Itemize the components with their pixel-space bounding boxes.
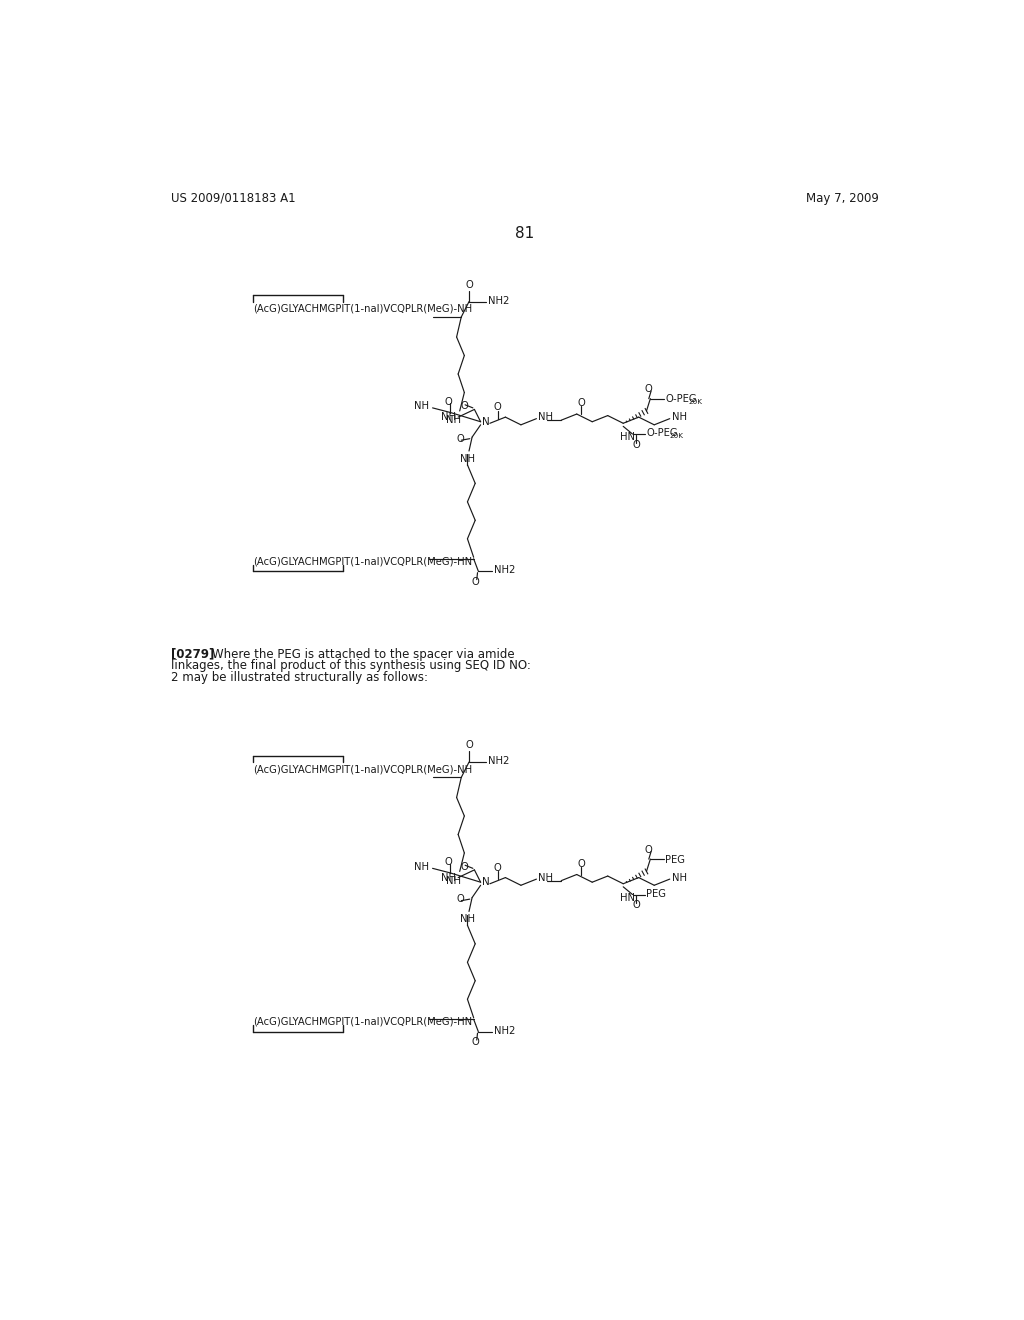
Text: (AcG)GLYACHMGPIT(1-nal)VCQPLR(MeG)-NH: (AcG)GLYACHMGPIT(1-nal)VCQPLR(MeG)-NH xyxy=(253,764,472,774)
Text: NH: NH xyxy=(441,412,456,422)
Text: 81: 81 xyxy=(515,226,535,242)
Text: O: O xyxy=(645,845,652,855)
Text: O: O xyxy=(494,403,502,412)
Text: O: O xyxy=(494,862,502,873)
Text: O: O xyxy=(645,384,652,395)
Text: O: O xyxy=(465,741,473,750)
Text: NH: NH xyxy=(445,416,461,425)
Text: Where the PEG is attached to the spacer via amide: Where the PEG is attached to the spacer … xyxy=(212,648,514,661)
Text: NH: NH xyxy=(441,873,456,883)
Text: N: N xyxy=(482,878,489,887)
Text: NH: NH xyxy=(460,454,475,463)
Text: NH2: NH2 xyxy=(487,756,509,767)
Text: NH: NH xyxy=(460,915,475,924)
Text: NH: NH xyxy=(414,401,429,412)
Text: NH: NH xyxy=(414,862,429,871)
Text: [0279]: [0279] xyxy=(171,648,214,661)
Text: NH: NH xyxy=(538,873,553,883)
Text: NH: NH xyxy=(445,875,461,886)
Text: O: O xyxy=(457,894,464,904)
Text: HN: HN xyxy=(621,432,635,442)
Text: 2 may be illustrated structurally as follows:: 2 may be illustrated structurally as fol… xyxy=(171,671,428,684)
Text: O: O xyxy=(633,440,640,450)
Text: O: O xyxy=(445,397,453,407)
Text: NH: NH xyxy=(672,873,687,883)
Text: NH: NH xyxy=(538,412,553,422)
Text: O: O xyxy=(461,862,468,871)
Text: PEG: PEG xyxy=(646,888,667,899)
Text: NH2: NH2 xyxy=(494,565,515,576)
Text: O-PEG: O-PEG xyxy=(646,428,678,438)
Text: HN: HN xyxy=(621,892,635,903)
Text: NH2: NH2 xyxy=(487,296,509,306)
Text: O: O xyxy=(461,401,468,412)
Text: O: O xyxy=(633,900,640,911)
Text: O-PEG: O-PEG xyxy=(665,395,696,404)
Text: 20K: 20K xyxy=(670,433,684,440)
Text: O: O xyxy=(578,859,586,869)
Text: (AcG)GLYACHMGPIT(1-nal)VCQPLR(MeG)-HN: (AcG)GLYACHMGPIT(1-nal)VCQPLR(MeG)-HN xyxy=(253,556,472,566)
Text: O: O xyxy=(471,577,479,587)
Text: O: O xyxy=(465,280,473,289)
Text: O: O xyxy=(578,399,586,408)
Text: linkages, the final product of this synthesis using SEQ ID NO:: linkages, the final product of this synt… xyxy=(171,659,530,672)
Text: May 7, 2009: May 7, 2009 xyxy=(806,191,879,205)
Text: O: O xyxy=(471,1038,479,1047)
Text: O: O xyxy=(445,857,453,867)
Text: US 2009/0118183 A1: US 2009/0118183 A1 xyxy=(171,191,295,205)
Text: (AcG)GLYACHMGPIT(1-nal)VCQPLR(MeG)-HN: (AcG)GLYACHMGPIT(1-nal)VCQPLR(MeG)-HN xyxy=(253,1016,472,1027)
Text: (AcG)GLYACHMGPIT(1-nal)VCQPLR(MeG)-NH: (AcG)GLYACHMGPIT(1-nal)VCQPLR(MeG)-NH xyxy=(253,304,472,314)
Text: O: O xyxy=(457,434,464,444)
Text: NH: NH xyxy=(672,412,687,422)
Text: 20K: 20K xyxy=(688,400,702,405)
Text: N: N xyxy=(482,417,489,426)
Text: NH2: NH2 xyxy=(494,1026,515,1036)
Text: PEG: PEG xyxy=(665,855,685,865)
